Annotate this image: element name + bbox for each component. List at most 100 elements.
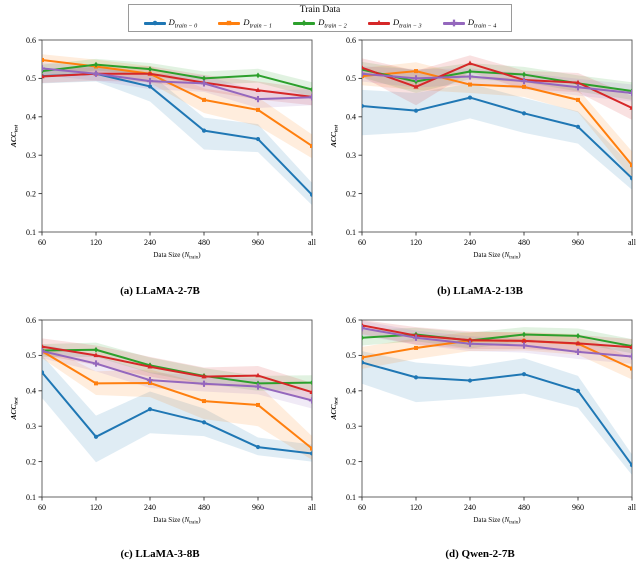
data-point-marker[interactable] (147, 70, 153, 76)
data-point-marker[interactable] (309, 389, 314, 394)
data-point-marker[interactable] (521, 331, 527, 338)
data-point-marker[interactable] (468, 82, 472, 87)
legend-item-dtrain-1[interactable]: Dtrain − 1 (218, 17, 272, 30)
series-line[interactable] (42, 348, 312, 385)
data-point-marker[interactable] (256, 402, 260, 407)
data-point-marker[interactable] (254, 96, 262, 103)
data-point-marker[interactable] (520, 342, 528, 349)
data-point-marker[interactable] (93, 434, 99, 439)
data-point-marker[interactable] (467, 378, 473, 383)
data-point-marker[interactable] (40, 370, 45, 375)
data-point-marker[interactable] (413, 108, 419, 113)
data-point-marker[interactable] (413, 83, 419, 89)
data-point-marker[interactable] (309, 86, 314, 93)
data-point-marker[interactable] (630, 163, 634, 168)
data-point-marker[interactable] (39, 73, 45, 79)
data-point-marker[interactable] (359, 70, 366, 77)
data-point-marker[interactable] (520, 77, 528, 85)
data-point-marker[interactable] (93, 352, 99, 358)
data-point-marker[interactable] (310, 143, 314, 148)
data-point-marker[interactable] (147, 363, 153, 369)
data-point-marker[interactable] (146, 377, 154, 384)
data-point-marker[interactable] (575, 388, 581, 393)
data-point-marker[interactable] (308, 94, 315, 101)
data-point-marker[interactable] (201, 75, 207, 82)
legend-item-dtrain-2[interactable]: Dtrain − 2 (293, 17, 347, 30)
legend-item-dtrain-0[interactable]: Dtrain − 0 (143, 17, 197, 30)
data-point-marker[interactable] (308, 397, 315, 404)
data-point-marker[interactable] (254, 383, 262, 390)
data-point-marker[interactable] (521, 71, 527, 78)
data-point-marker[interactable] (202, 97, 206, 102)
data-point-marker[interactable] (628, 89, 635, 97)
data-point-marker[interactable] (201, 420, 207, 425)
series-line[interactable] (42, 350, 312, 402)
data-point-marker[interactable] (414, 69, 418, 74)
data-point-marker[interactable] (201, 373, 207, 379)
legend-item-dtrain-4[interactable]: Dtrain − 4 (442, 17, 496, 30)
data-point-marker[interactable] (466, 73, 474, 80)
series-line[interactable] (42, 67, 312, 101)
data-point-marker[interactable] (414, 345, 418, 350)
series-line[interactable] (362, 324, 632, 349)
data-point-marker[interactable] (310, 446, 314, 451)
data-point-marker[interactable] (521, 372, 527, 377)
data-point-marker[interactable] (575, 124, 581, 129)
data-point-marker[interactable] (255, 372, 261, 378)
data-point-marker[interactable] (360, 103, 365, 109)
data-point-marker[interactable] (521, 338, 527, 343)
data-point-marker[interactable] (93, 61, 99, 68)
data-point-marker[interactable] (575, 79, 581, 85)
data-point-marker[interactable] (574, 348, 582, 355)
data-point-marker[interactable] (413, 375, 419, 380)
series-line[interactable] (42, 350, 312, 450)
data-point-marker[interactable] (147, 84, 153, 89)
data-point-marker[interactable] (522, 84, 526, 89)
data-point-marker[interactable] (200, 380, 208, 387)
series-line[interactable] (362, 70, 632, 167)
data-point-marker[interactable] (92, 70, 100, 77)
data-point-marker[interactable] (467, 68, 473, 75)
data-point-marker[interactable] (94, 381, 98, 386)
data-point-marker[interactable] (147, 66, 153, 73)
data-point-marker[interactable] (629, 463, 634, 468)
data-point-marker[interactable] (309, 379, 314, 386)
data-point-marker[interactable] (466, 340, 474, 347)
data-point-marker[interactable] (412, 334, 420, 341)
data-point-marker[interactable] (467, 337, 473, 342)
series-line[interactable] (362, 327, 632, 358)
series-line[interactable] (42, 72, 312, 98)
data-point-marker[interactable] (360, 355, 364, 360)
series-line[interactable] (362, 72, 632, 94)
data-point-marker[interactable] (576, 97, 580, 102)
data-point-marker[interactable] (309, 192, 314, 197)
data-point-marker[interactable] (575, 333, 581, 339)
series-line[interactable] (362, 68, 632, 93)
data-point-marker[interactable] (146, 77, 154, 85)
data-point-marker[interactable] (628, 353, 635, 360)
data-point-marker[interactable] (147, 407, 153, 412)
data-point-marker[interactable] (255, 136, 261, 142)
data-point-marker[interactable] (360, 360, 365, 365)
series-line[interactable] (362, 333, 632, 348)
data-point-marker[interactable] (255, 87, 261, 93)
series-line[interactable] (362, 96, 632, 180)
data-point-marker[interactable] (521, 111, 527, 116)
data-point-marker[interactable] (255, 445, 261, 450)
data-point-marker[interactable] (255, 72, 261, 79)
series-line[interactable] (362, 361, 632, 467)
data-point-marker[interactable] (467, 95, 473, 100)
data-point-marker[interactable] (574, 84, 582, 91)
data-point-marker[interactable] (630, 366, 634, 371)
data-point-marker[interactable] (360, 334, 365, 341)
data-point-marker[interactable] (256, 107, 260, 112)
data-point-marker[interactable] (92, 360, 100, 367)
data-point-marker[interactable] (412, 75, 420, 82)
series-line[interactable] (42, 345, 312, 394)
legend-item-dtrain-3[interactable]: Dtrain − 3 (368, 17, 422, 30)
data-point-marker[interactable] (201, 128, 207, 133)
data-point-marker[interactable] (93, 346, 99, 353)
series-line[interactable] (42, 63, 312, 91)
data-point-marker[interactable] (202, 399, 206, 404)
data-point-marker[interactable] (200, 80, 208, 87)
